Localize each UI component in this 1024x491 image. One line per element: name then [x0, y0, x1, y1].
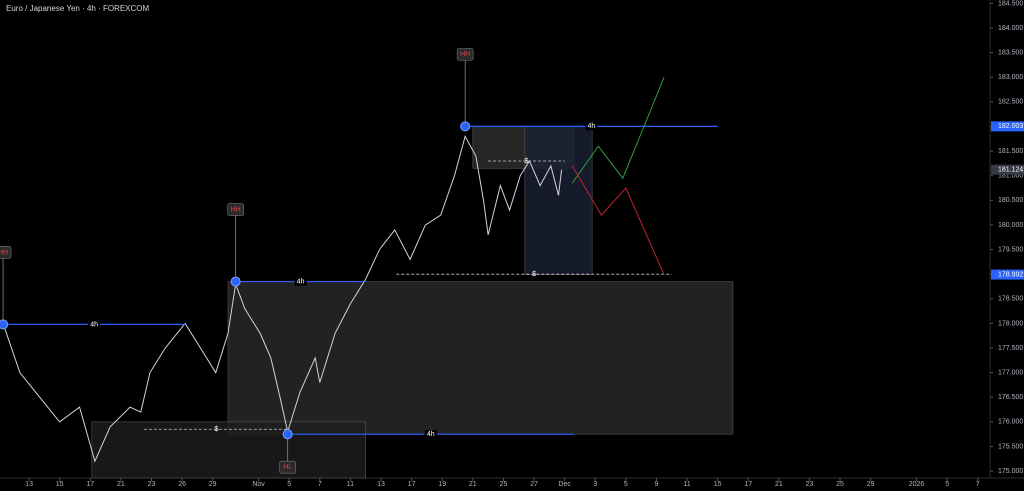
projection — [571, 165, 665, 275]
price-label-bg — [991, 121, 1024, 132]
level-label-bg — [424, 430, 437, 439]
zone — [227, 281, 734, 435]
x-tick-label: 29 — [209, 481, 217, 488]
x-tick-label: 23 — [148, 481, 156, 488]
price-label-bg — [991, 269, 1024, 280]
y-tick-label: 175.000 — [998, 468, 1023, 475]
x-tick-label: 21 — [117, 481, 125, 488]
y-tick-label: 184.000 — [998, 25, 1023, 32]
y-tick-label: 183.500 — [998, 50, 1023, 57]
level-label: 4h — [90, 321, 98, 328]
pivot-label: HH — [0, 249, 8, 256]
y-tick-label: 178.500 — [998, 296, 1023, 303]
liquidity-label: $ — [524, 158, 528, 165]
x-tick-label: 17 — [408, 481, 416, 488]
x-tick-label: 7 — [318, 481, 322, 488]
pivot-label: HH — [460, 51, 470, 58]
y-tick-label: 180.500 — [998, 197, 1023, 204]
y-tick-label: 179.500 — [998, 246, 1023, 253]
price-label-bg — [991, 164, 1024, 175]
x-tick-label: 5 — [624, 481, 628, 488]
y-tick-label: 181.000 — [998, 173, 1023, 180]
x-tick-label: 11 — [683, 481, 690, 488]
x-tick-label: 11 — [347, 481, 354, 488]
x-tick-label: 25 — [500, 481, 508, 488]
x-tick-label: 3 — [593, 481, 597, 488]
x-tick-label: 13 — [377, 481, 385, 488]
price-label: 178.992 — [998, 271, 1023, 278]
y-tick-label: 176.000 — [998, 419, 1023, 426]
pivot-label: HL — [283, 464, 292, 471]
level-label-bg — [585, 122, 598, 131]
level-label: 4h — [427, 431, 435, 438]
x-tick-label: 23 — [806, 481, 814, 488]
x-tick-label: 7 — [976, 481, 980, 488]
y-tick-label: 180.000 — [998, 222, 1023, 229]
x-tick-label: 2026 — [909, 481, 925, 488]
x-tick-label: 21 — [469, 481, 477, 488]
price-line — [2, 135, 563, 463]
x-tick-label: 29 — [867, 481, 875, 488]
pivot-label-bg — [227, 203, 244, 216]
y-tick-label: 182.500 — [998, 99, 1023, 106]
zone — [524, 126, 593, 275]
x-tick-label: 15 — [56, 481, 64, 488]
price-label: 181.124 — [998, 166, 1023, 173]
pivot-point — [230, 276, 241, 287]
x-tick-label: 27 — [530, 481, 538, 488]
y-tick-label: 184.500 — [998, 0, 1023, 7]
liquidity-label: $ — [215, 426, 219, 433]
projection — [571, 77, 665, 184]
pivot-label-bg — [279, 460, 296, 474]
pivot-label-bg — [0, 246, 12, 259]
liquidity-label: $ — [532, 271, 536, 278]
y-tick-label: 177.500 — [998, 345, 1023, 352]
price-label: 182.003 — [998, 123, 1023, 130]
level-label-bg — [88, 320, 101, 329]
x-tick-label: 15 — [714, 481, 722, 488]
pivot-point — [282, 429, 293, 440]
x-tick-label: 5 — [287, 481, 291, 488]
x-tick-label: 9 — [654, 481, 658, 488]
x-tick-label: 19 — [438, 481, 446, 488]
y-tick-label: 181.500 — [998, 148, 1023, 155]
y-tick-label: 175.500 — [998, 443, 1023, 450]
y-tick-label: 183.000 — [998, 74, 1023, 81]
y-tick-label: 178.000 — [998, 320, 1023, 327]
chart-title: Euro / Japanese Yen · 4h · FOREXCOM — [6, 4, 150, 13]
pivot-label: HH — [231, 206, 241, 213]
pivot-label-bg — [456, 48, 474, 61]
x-tick-label: 21 — [775, 481, 783, 488]
x-tick-label: Nov — [252, 481, 265, 488]
x-tick-label: 26 — [178, 481, 186, 488]
x-tick-label: 5 — [945, 481, 949, 488]
level-label: 4h — [588, 123, 596, 130]
x-tick-label: 25 — [836, 481, 844, 488]
x-tick-label: 13 — [25, 481, 33, 488]
x-tick-label: 17 — [86, 481, 94, 488]
x-tick-label: Dec — [558, 481, 571, 488]
y-tick-label: 176.500 — [998, 394, 1023, 401]
x-tick-label: 17 — [744, 481, 752, 488]
level-label-bg — [294, 277, 307, 286]
level-label: 4h — [297, 278, 305, 285]
zone — [91, 421, 367, 479]
pivot-point — [0, 319, 9, 330]
pivot-point — [460, 121, 471, 132]
y-tick-label: 177.000 — [998, 369, 1023, 376]
